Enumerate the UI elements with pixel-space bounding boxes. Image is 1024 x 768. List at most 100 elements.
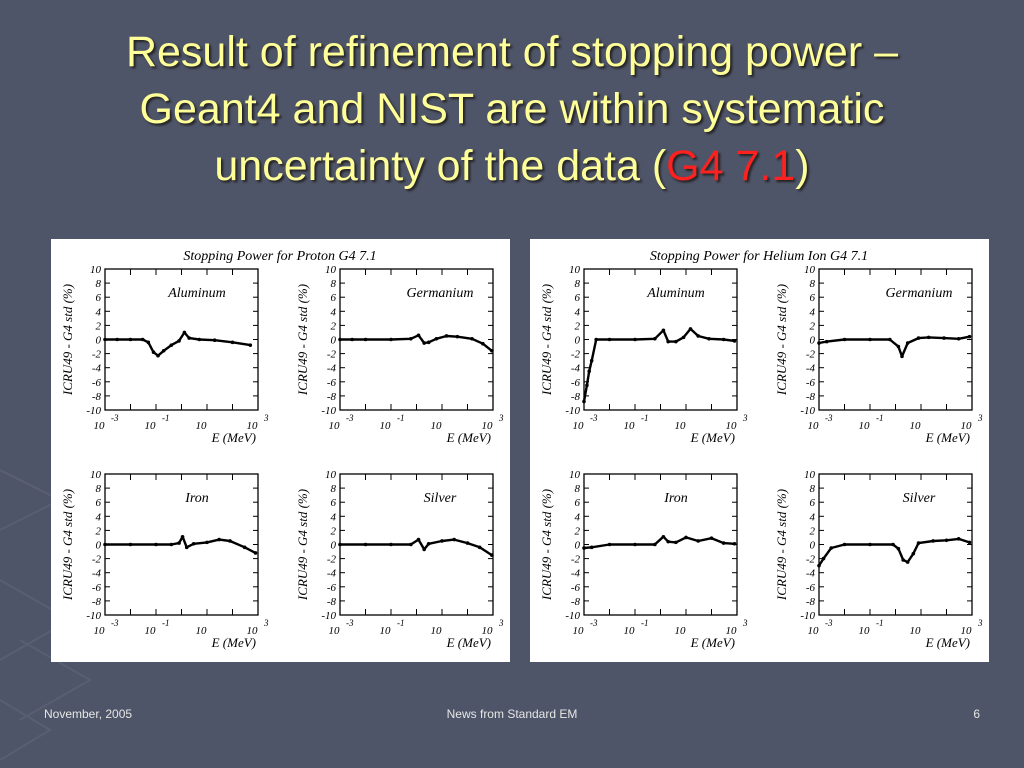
helium-chart-svg: Stopping Power for Helium Ion G4 7.11086… [539, 249, 983, 650]
data-point [931, 539, 935, 543]
x-tick-exponent: -3 [111, 413, 119, 423]
data-point [817, 341, 821, 345]
data-point [956, 336, 961, 341]
data-point [607, 337, 612, 342]
y-tick-label: -6 [92, 582, 102, 594]
data-point [205, 540, 209, 545]
data-point [661, 328, 666, 333]
x-tick-label: 10 [675, 420, 687, 432]
subplot-aluminum: 10 8 6 4 2 0 -2 -4 -6 -8 -10 10 -3 10 -1 10 10 3 E (MeV) IC… [60, 264, 269, 445]
data-point [585, 383, 589, 388]
x-tick-label: 10 [196, 420, 208, 432]
data-point [944, 538, 949, 543]
y-tick-label: -8 [806, 391, 816, 403]
x-tick-exponent: 3 [742, 618, 748, 628]
data-point [169, 343, 174, 347]
material-label: Germanium [886, 286, 953, 301]
y-tick-label: -4 [571, 568, 581, 580]
y-tick-label: 2 [575, 525, 581, 537]
y-tick-label: 0 [331, 540, 337, 552]
y-tick-label: 10 [325, 264, 337, 276]
data-point [967, 540, 972, 545]
data-point [868, 337, 872, 342]
data-point [956, 537, 961, 541]
x-tick-label: 10 [961, 625, 973, 637]
y-tick-label: 6 [96, 292, 102, 304]
data-point [230, 340, 235, 345]
y-tick-label: -2 [571, 554, 581, 566]
x-tick-label: 10 [961, 420, 973, 432]
data-point [416, 333, 421, 338]
y-tick-label: -8 [327, 596, 337, 608]
x-tick-label: 10 [247, 625, 259, 637]
y-axis-label: ICRU49 - G4 std (%) [774, 284, 789, 396]
x-tick-label: 10 [808, 625, 820, 637]
data-point [338, 337, 342, 342]
data-point [633, 542, 637, 547]
y-tick-label: 6 [96, 497, 102, 509]
x-tick-exponent: 3 [742, 413, 748, 423]
x-tick-label: 10 [145, 420, 157, 432]
data-point [633, 337, 637, 342]
data-curve [340, 334, 493, 352]
data-curve [582, 327, 735, 402]
y-tick-label: 4 [575, 306, 581, 318]
data-point [901, 558, 905, 562]
data-point [434, 336, 439, 341]
y-tick-label: 8 [575, 278, 581, 290]
title-line-2: Geant4 and NIST are within systematic [139, 85, 885, 133]
x-tick-exponent: 3 [498, 618, 504, 628]
data-curve [818, 335, 970, 358]
data-point [582, 546, 586, 550]
data-point [589, 545, 594, 550]
x-tick-exponent: 3 [977, 413, 983, 423]
data-point [707, 336, 711, 341]
x-tick-label: 10 [726, 420, 738, 432]
y-tick-label: 6 [575, 292, 581, 304]
data-point [422, 341, 426, 345]
material-label: Aluminum [167, 286, 226, 301]
data-point [191, 541, 196, 546]
data-point [253, 551, 258, 555]
x-tick-label: 10 [573, 420, 585, 432]
y-tick-label: 0 [575, 335, 581, 347]
data-point [128, 542, 133, 547]
page-number: 6 [973, 707, 980, 721]
data-point [842, 337, 847, 342]
data-point [490, 348, 494, 353]
data-point [426, 541, 431, 546]
data-curve [817, 537, 970, 567]
data-point [182, 330, 187, 335]
y-tick-label: 8 [96, 278, 102, 290]
subplot-silver: 10 8 6 4 2 0 -2 -4 -6 -8 -10 10 -3 10 -1 10 10 3 E (MeV) IC… [295, 469, 504, 650]
data-point [896, 344, 901, 349]
x-tick-label: 10 [482, 420, 494, 432]
data-point [582, 399, 586, 404]
y-tick-label: 2 [810, 320, 816, 332]
x-tick-exponent: -1 [162, 413, 170, 423]
y-tick-label: -10 [321, 405, 336, 417]
y-tick-label: 4 [810, 306, 816, 318]
data-point [817, 563, 821, 568]
footer-date: November, 2005 [44, 707, 133, 721]
material-label: Aluminum [646, 286, 705, 301]
y-tick-label: -10 [565, 405, 580, 417]
x-tick-label: 10 [196, 625, 208, 637]
data-point [905, 341, 910, 345]
y-tick-label: -4 [327, 568, 337, 580]
y-tick-label: 8 [810, 278, 816, 290]
x-tick-exponent: 3 [498, 413, 504, 423]
x-tick-label: 10 [94, 420, 106, 432]
data-point [338, 542, 342, 547]
data-point [653, 542, 657, 547]
x-tick-label: 10 [808, 420, 820, 432]
y-tick-label: 4 [331, 511, 337, 523]
x-axis-label: E (MeV) [690, 430, 735, 445]
x-tick-exponent: -1 [641, 413, 649, 423]
y-tick-label: -10 [86, 610, 101, 622]
y-tick-label: 0 [575, 540, 581, 552]
data-point [217, 537, 221, 542]
material-label: Silver [424, 491, 457, 506]
data-point [888, 337, 892, 342]
y-axis-label: ICRU49 - G4 std (%) [60, 489, 75, 601]
